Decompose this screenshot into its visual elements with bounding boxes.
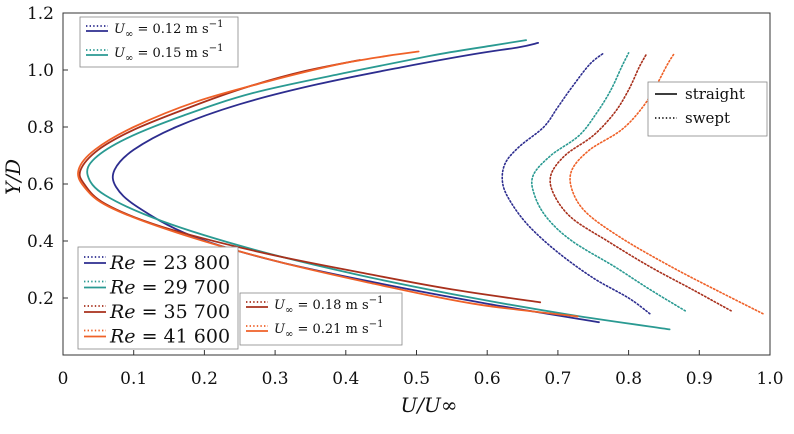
y-tick-label: 0.6	[27, 175, 54, 195]
series-line-6	[530, 52, 686, 312]
legend-velocity-top	[79, 16, 239, 68]
series-line-3	[78, 59, 542, 304]
x-tick-label: 0.4	[332, 369, 359, 389]
x-tick-label: 1.0	[756, 369, 783, 389]
y-axis-label: Y/D	[1, 159, 25, 195]
x-tick-label: 0.5	[403, 369, 430, 389]
y-tick-label: 1.2	[27, 4, 54, 24]
series-line-5	[501, 52, 651, 315]
y-tick-label: 0.8	[27, 118, 54, 138]
x-axis-label: U/U∞	[400, 393, 457, 417]
y-tick-label: 1.0	[27, 61, 54, 81]
curves-layer	[77, 39, 764, 331]
x-tick-label: 0.1	[120, 369, 147, 389]
legend-style-label: swept	[685, 109, 730, 127]
legend-style	[647, 81, 768, 137]
x-tick-label: 0.2	[191, 369, 218, 389]
legend-velocity-label: U∞ = 0.18 m s−1	[274, 295, 383, 316]
x-tick-label: 0.6	[474, 369, 501, 389]
x-tick-label: 0.8	[615, 369, 642, 389]
legend-velocity-bottom	[239, 292, 403, 346]
series-line-2	[86, 39, 671, 331]
legend-reynolds-label: Re = 23 800	[109, 252, 230, 274]
x-tick-label: 0.7	[544, 369, 571, 389]
x-tick-label: 0.3	[262, 369, 289, 389]
legend-reynolds	[77, 246, 239, 350]
legend-velocity-label: U∞ = 0.12 m s−1	[114, 19, 223, 40]
y-tick-label: 0.2	[27, 289, 54, 309]
legend-reynolds-label: Re = 35 700	[109, 301, 230, 323]
series-line-7	[549, 53, 732, 312]
x-tick-label: 0	[58, 369, 69, 389]
legend-reynolds-label: Re = 29 700	[109, 277, 230, 299]
legend-reynolds-label: Re = 41 600	[109, 326, 230, 348]
series-line-1	[111, 42, 600, 324]
axis-ticks: 0 0.1 0.2 0.3 0.4 0.5 0.6 0.7 0.8 0.9 1.0 0.2 0.4 0.6…	[27, 4, 784, 389]
series-line-4	[77, 50, 579, 318]
legend-style-label: straight	[685, 85, 745, 103]
y-tick-label: 0.4	[27, 232, 54, 252]
legend-velocity-label: U∞ = 0.15 m s−1	[114, 43, 223, 64]
legend-velocity-label: U∞ = 0.21 m s−1	[274, 319, 383, 340]
x-tick-label: 0.9	[686, 369, 713, 389]
